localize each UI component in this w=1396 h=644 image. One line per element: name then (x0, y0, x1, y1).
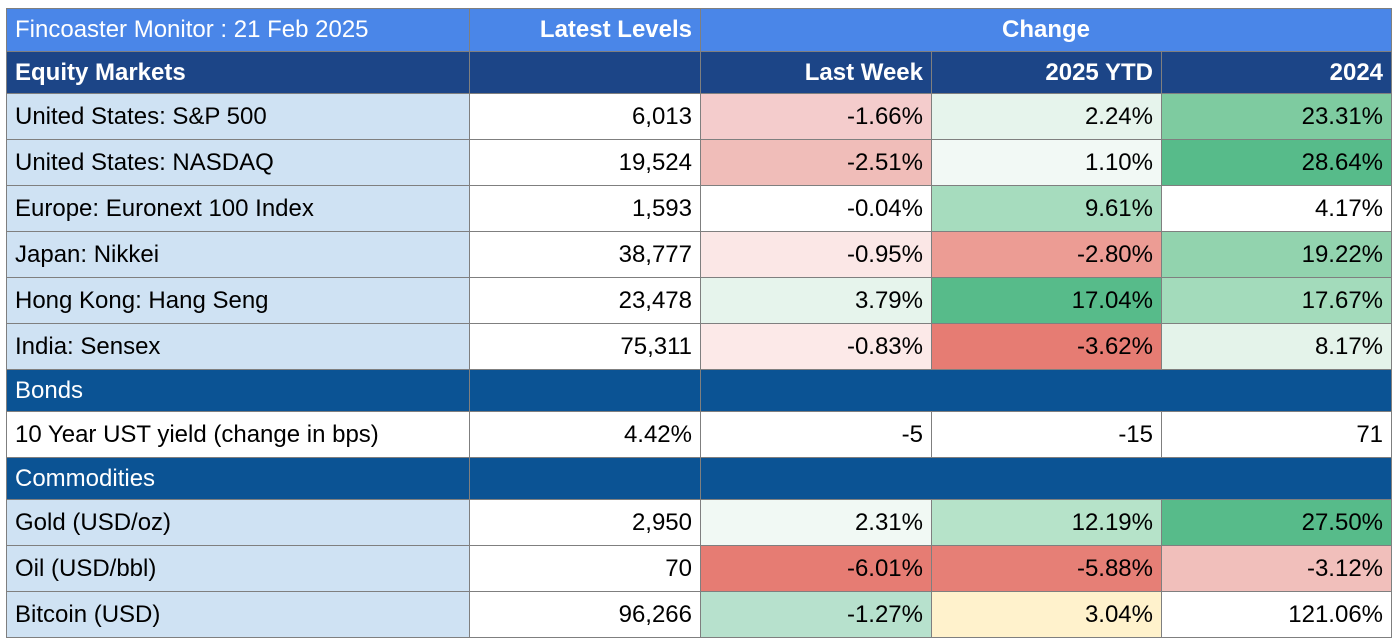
change-2024: 71 (1160, 411, 1393, 458)
latest-level: 19,524 (469, 139, 701, 186)
change-2024: -3.12% (1160, 545, 1393, 592)
commodities-section-row: Commodities (6, 457, 1393, 500)
row-label: India: Sensex (6, 323, 470, 370)
row-label: Bitcoin (USD) (6, 591, 470, 638)
bonds-section-label: Bonds (6, 369, 470, 412)
last-week-change: -5 (700, 411, 932, 458)
row-label: Japan: Nikkei (6, 231, 470, 278)
row-label: Europe: Euronext 100 Index (6, 185, 470, 232)
last-week-change: -6.01% (700, 545, 932, 592)
latest-level: 1,593 (469, 185, 701, 232)
table-row: Japan: Nikkei 38,777 -0.95% -2.80% 19.22… (6, 231, 1393, 278)
table-row: Gold (USD/oz) 2,950 2.31% 12.19% 27.50% (6, 499, 1393, 546)
change-2024: 121.06% (1160, 591, 1393, 638)
row-label: United States: NASDAQ (6, 139, 470, 186)
latest-levels-blank (469, 51, 701, 94)
table-row: Europe: Euronext 100 Index 1,593 -0.04% … (6, 185, 1393, 232)
ytd-change: 2.24% (931, 93, 1162, 140)
col-header-2024: 2024 (1160, 51, 1393, 94)
table-row: Oil (USD/bbl) 70 -6.01% -5.88% -3.12% (6, 545, 1393, 592)
section-blank (469, 369, 701, 412)
change-2024: 8.17% (1160, 323, 1393, 370)
table-row: Bitcoin (USD) 96,266 -1.27% 3.04% 121.06… (6, 591, 1393, 638)
latest-level: 4.42% (469, 411, 701, 458)
latest-level: 96,266 (469, 591, 701, 638)
change-2024: 19.22% (1160, 231, 1393, 278)
last-week-change: -1.27% (700, 591, 932, 638)
latest-level: 75,311 (469, 323, 701, 370)
latest-level: 70 (469, 545, 701, 592)
latest-level: 38,777 (469, 231, 701, 278)
section-blank (699, 369, 1393, 412)
section-blank (469, 457, 701, 500)
row-label: Hong Kong: Hang Seng (6, 277, 470, 324)
ytd-change: -2.80% (931, 231, 1162, 278)
change-header: Change (699, 8, 1393, 52)
change-2024: 4.17% (1160, 185, 1393, 232)
change-2024: 17.67% (1160, 277, 1393, 324)
ytd-change: -5.88% (931, 545, 1162, 592)
latest-levels-header: Latest Levels (469, 8, 701, 52)
row-label: United States: S&P 500 (6, 93, 470, 140)
last-week-change: -0.83% (700, 323, 932, 370)
row-label: Gold (USD/oz) (6, 499, 470, 546)
commodities-section-label: Commodities (6, 457, 470, 500)
change-2024: 28.64% (1160, 139, 1393, 186)
table-row: 10 Year UST yield (change in bps) 4.42% … (6, 411, 1393, 458)
last-week-change: -2.51% (700, 139, 932, 186)
title-row: Fincoaster Monitor : 21 Feb 2025 Latest … (6, 8, 1393, 52)
table-row: United States: NASDAQ 19,524 -2.51% 1.10… (6, 139, 1393, 186)
change-2024: 27.50% (1160, 499, 1393, 546)
ytd-change: 17.04% (931, 277, 1162, 324)
last-week-change: -0.04% (700, 185, 932, 232)
last-week-change: 3.79% (700, 277, 932, 324)
last-week-change: -0.95% (700, 231, 932, 278)
table-title: Fincoaster Monitor : 21 Feb 2025 (6, 8, 470, 52)
latest-level: 23,478 (469, 277, 701, 324)
equity-header-row: Equity Markets Last Week 2025 YTD 2024 (6, 51, 1393, 94)
ytd-change: -3.62% (931, 323, 1162, 370)
row-label: Oil (USD/bbl) (6, 545, 470, 592)
bonds-section-row: Bonds (6, 369, 1393, 412)
change-2024: 23.31% (1160, 93, 1393, 140)
ytd-change: 1.10% (931, 139, 1162, 186)
latest-level: 2,950 (469, 499, 701, 546)
table-row: India: Sensex 75,311 -0.83% -3.62% 8.17% (6, 323, 1393, 370)
last-week-change: 2.31% (700, 499, 932, 546)
section-blank (699, 457, 1393, 500)
fincoaster-monitor-table: Fincoaster Monitor : 21 Feb 2025 Latest … (6, 8, 1393, 638)
col-header-last-week: Last Week (700, 51, 932, 94)
row-label: 10 Year UST yield (change in bps) (6, 411, 470, 458)
equity-section-label: Equity Markets (6, 51, 470, 94)
ytd-change: 3.04% (931, 591, 1162, 638)
ytd-change: 12.19% (931, 499, 1162, 546)
latest-level: 6,013 (469, 93, 701, 140)
table-row: United States: S&P 500 6,013 -1.66% 2.24… (6, 93, 1393, 140)
ytd-change: -15 (931, 411, 1162, 458)
col-header-2025-ytd: 2025 YTD (931, 51, 1162, 94)
ytd-change: 9.61% (931, 185, 1162, 232)
table-row: Hong Kong: Hang Seng 23,478 3.79% 17.04%… (6, 277, 1393, 324)
last-week-change: -1.66% (700, 93, 932, 140)
